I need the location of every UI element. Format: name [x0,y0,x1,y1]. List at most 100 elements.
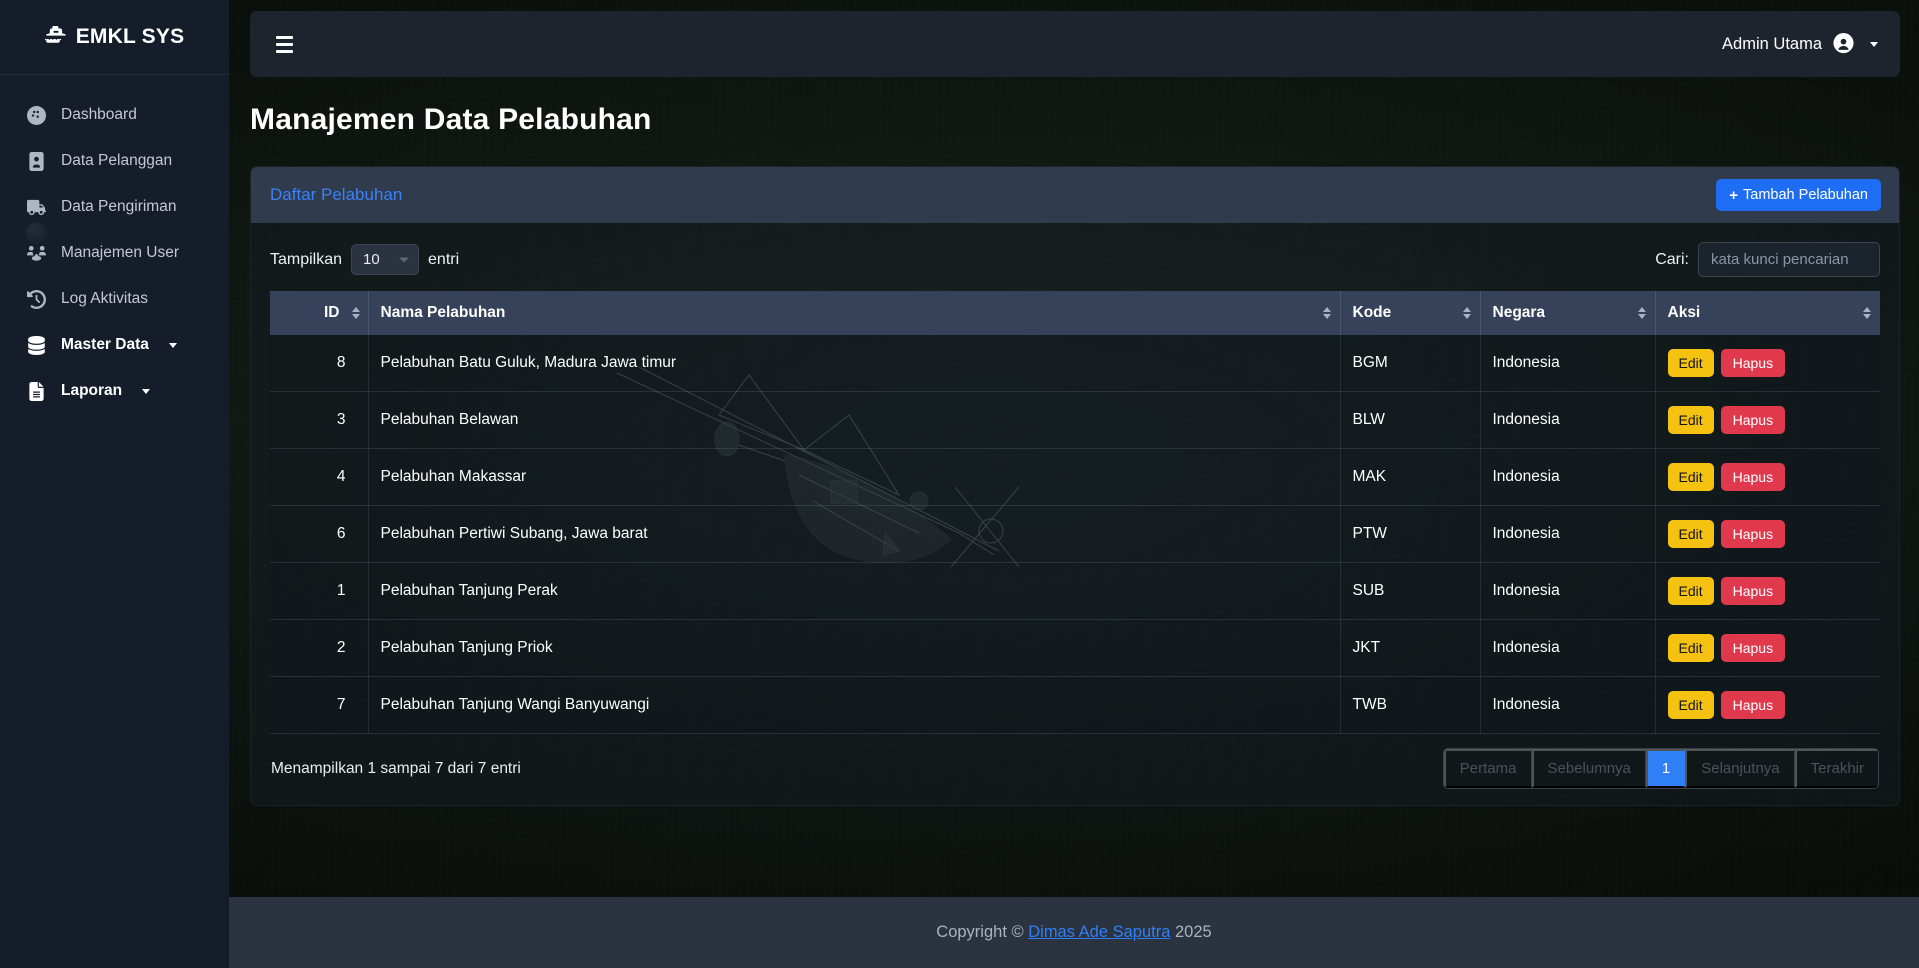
page-length-suffix: entri [428,250,460,268]
delete-button[interactable]: Hapus [1720,520,1786,548]
sidebar-item-laporan[interactable]: Laporan [0,368,229,414]
cell-negara: Indonesia [1480,676,1656,734]
copyright-prefix: Copyright © [936,923,1024,941]
cell-kode: BLW [1340,391,1481,449]
cell-aksi: Edit Hapus [1655,619,1880,677]
cell-kode: MAK [1340,448,1481,506]
address-book-icon [26,151,46,171]
cell-id: 6 [270,505,369,563]
column-header-negara[interactable]: Negara [1480,291,1656,335]
sort-icon [1462,307,1471,319]
column-header-nama-pelabuhan[interactable]: Nama Pelabuhan [368,291,1341,335]
column-header-aksi[interactable]: Aksi [1655,291,1880,335]
pagination-button[interactable]: 1 [1645,749,1686,788]
port-list-card: Daftar Pelabuhan + Tambah Pelabuhan Tamp… [250,166,1900,806]
cell-aksi: Edit Hapus [1655,335,1880,392]
cell-kode: TWB [1340,676,1481,734]
table-row: 1 Pelabuhan Tanjung Perak SUB Indonesia Edit… [270,562,1880,620]
delete-button[interactable]: Hapus [1720,349,1786,377]
user-circle-icon [1832,32,1855,56]
sort-icon [351,307,360,319]
author-link[interactable]: Dimas Ade Saputra [1028,923,1171,941]
users-gear-icon [26,243,46,263]
card-title: Daftar Pelabuhan [270,185,403,204]
database-icon [26,335,46,355]
page-length-select-wrap: 102550100 [351,244,420,275]
card-header: Daftar Pelabuhan + Tambah Pelabuhan [251,167,1899,223]
entries-info: Menampilkan 1 sampai 7 dari 7 entri [271,759,521,777]
brand[interactable]: EMKL SYS [0,0,229,75]
cell-kode: JKT [1340,619,1481,677]
pagination-button: Terakhir [1794,749,1878,788]
edit-button[interactable]: Edit [1667,406,1714,434]
cell-negara: Indonesia [1480,505,1656,563]
column-header-id[interactable]: ID [270,291,369,335]
hamburger-icon[interactable] [274,32,295,57]
delete-button[interactable]: Hapus [1720,634,1786,662]
search-control: Cari: [1655,242,1880,277]
edit-button[interactable]: Edit [1667,349,1714,377]
page-length-prefix: Tampilkan [270,250,343,268]
cell-id: 8 [270,335,369,392]
user-menu[interactable]: Admin Utama [1722,32,1878,56]
add-port-button[interactable]: + Tambah Pelabuhan [1716,179,1881,211]
page-title: Manajemen Data Pelabuhan [250,103,652,136]
chevron-down-icon [168,342,177,348]
truck-icon [26,197,46,217]
sidebar-item-dashboard[interactable]: Dashboard [0,92,229,138]
speedometer-icon [26,105,46,125]
table-controls: Tampilkan 102550100 entri Cari: [270,239,1880,291]
sidebar-item-master-data[interactable]: Master Data [0,322,229,368]
search-input[interactable] [1698,242,1880,277]
sidebar-item-data-pengiriman[interactable]: Data Pengiriman [0,184,229,244]
user-name: Admin Utama [1722,34,1822,53]
delete-button[interactable]: Hapus [1720,463,1786,491]
table-body: 8 Pelabuhan Batu Guluk, Madura Jawa timur… [270,335,1880,734]
sidebar-nav: Dashboard Data Pelanggan Data Pengiriman [0,75,229,414]
cell-id: 2 [270,619,369,677]
sidebar-item-log-aktivitas[interactable]: Log Aktivitas [0,276,229,322]
sort-icon [1322,307,1331,319]
sidebar-item-label: Manajemen User [61,244,180,261]
sidebar-item-label: Dashboard [61,106,137,123]
page-length-select[interactable]: 102550100 [351,244,420,275]
table-row: 8 Pelabuhan Batu Guluk, Madura Jawa timur… [270,335,1880,392]
edit-button[interactable]: Edit [1667,577,1714,605]
table-row: 6 Pelabuhan Pertiwi Subang, Jawa barat PTW… [270,505,1880,563]
edit-button[interactable]: Edit [1667,520,1714,548]
cell-id: 3 [270,391,369,449]
cell-aksi: Edit Hapus [1655,676,1880,734]
cell-aksi: Edit Hapus [1655,391,1880,449]
cell-negara: Indonesia [1480,619,1656,677]
column-label: Kode [1352,304,1392,321]
file-lines-icon [26,381,46,401]
plus-icon: + [1729,186,1739,204]
cell-id: 1 [270,562,369,620]
page-footer: Copyright © Dimas Ade Saputra 2025 [229,897,1919,968]
cell-nama-pelabuhan: Pelabuhan Batu Guluk, Madura Jawa timur [368,335,1341,392]
sort-icon [1637,307,1646,319]
cell-nama-pelabuhan: Pelabuhan Pertiwi Subang, Jawa barat [368,505,1341,563]
edit-button[interactable]: Edit [1667,463,1714,491]
column-header-kode[interactable]: Kode [1340,291,1481,335]
sidebar-item-manajemen-user[interactable]: Manajemen User [0,230,229,276]
delete-button[interactable]: Hapus [1720,577,1786,605]
cell-negara: Indonesia [1480,562,1656,620]
table-footer: Menampilkan 1 sampai 7 dari 7 entri Pert… [270,734,1880,791]
delete-button[interactable]: Hapus [1720,406,1786,434]
sidebar-item-label: Laporan [61,382,123,399]
clock-rotate-left-icon [26,289,46,309]
table-row: 4 Pelabuhan Makassar MAK Indonesia Edit Hapus [270,448,1880,506]
delete-button[interactable]: Hapus [1720,691,1786,719]
sidebar-item-data-pelanggan[interactable]: Data Pelanggan [0,138,229,184]
cell-kode: SUB [1340,562,1481,620]
edit-button[interactable]: Edit [1667,634,1714,662]
topbar: Admin Utama [250,11,1900,77]
sidebar: EMKL SYS Dashboard Data Pelanggan Data P… [0,0,229,968]
edit-button[interactable]: Edit [1667,691,1714,719]
brand-label: EMKL SYS [75,25,185,48]
cell-id: 7 [270,676,369,734]
cell-nama-pelabuhan: Pelabuhan Makassar [368,448,1341,506]
cell-nama-pelabuhan: Pelabuhan Tanjung Wangi Banyuwangi [368,676,1341,734]
